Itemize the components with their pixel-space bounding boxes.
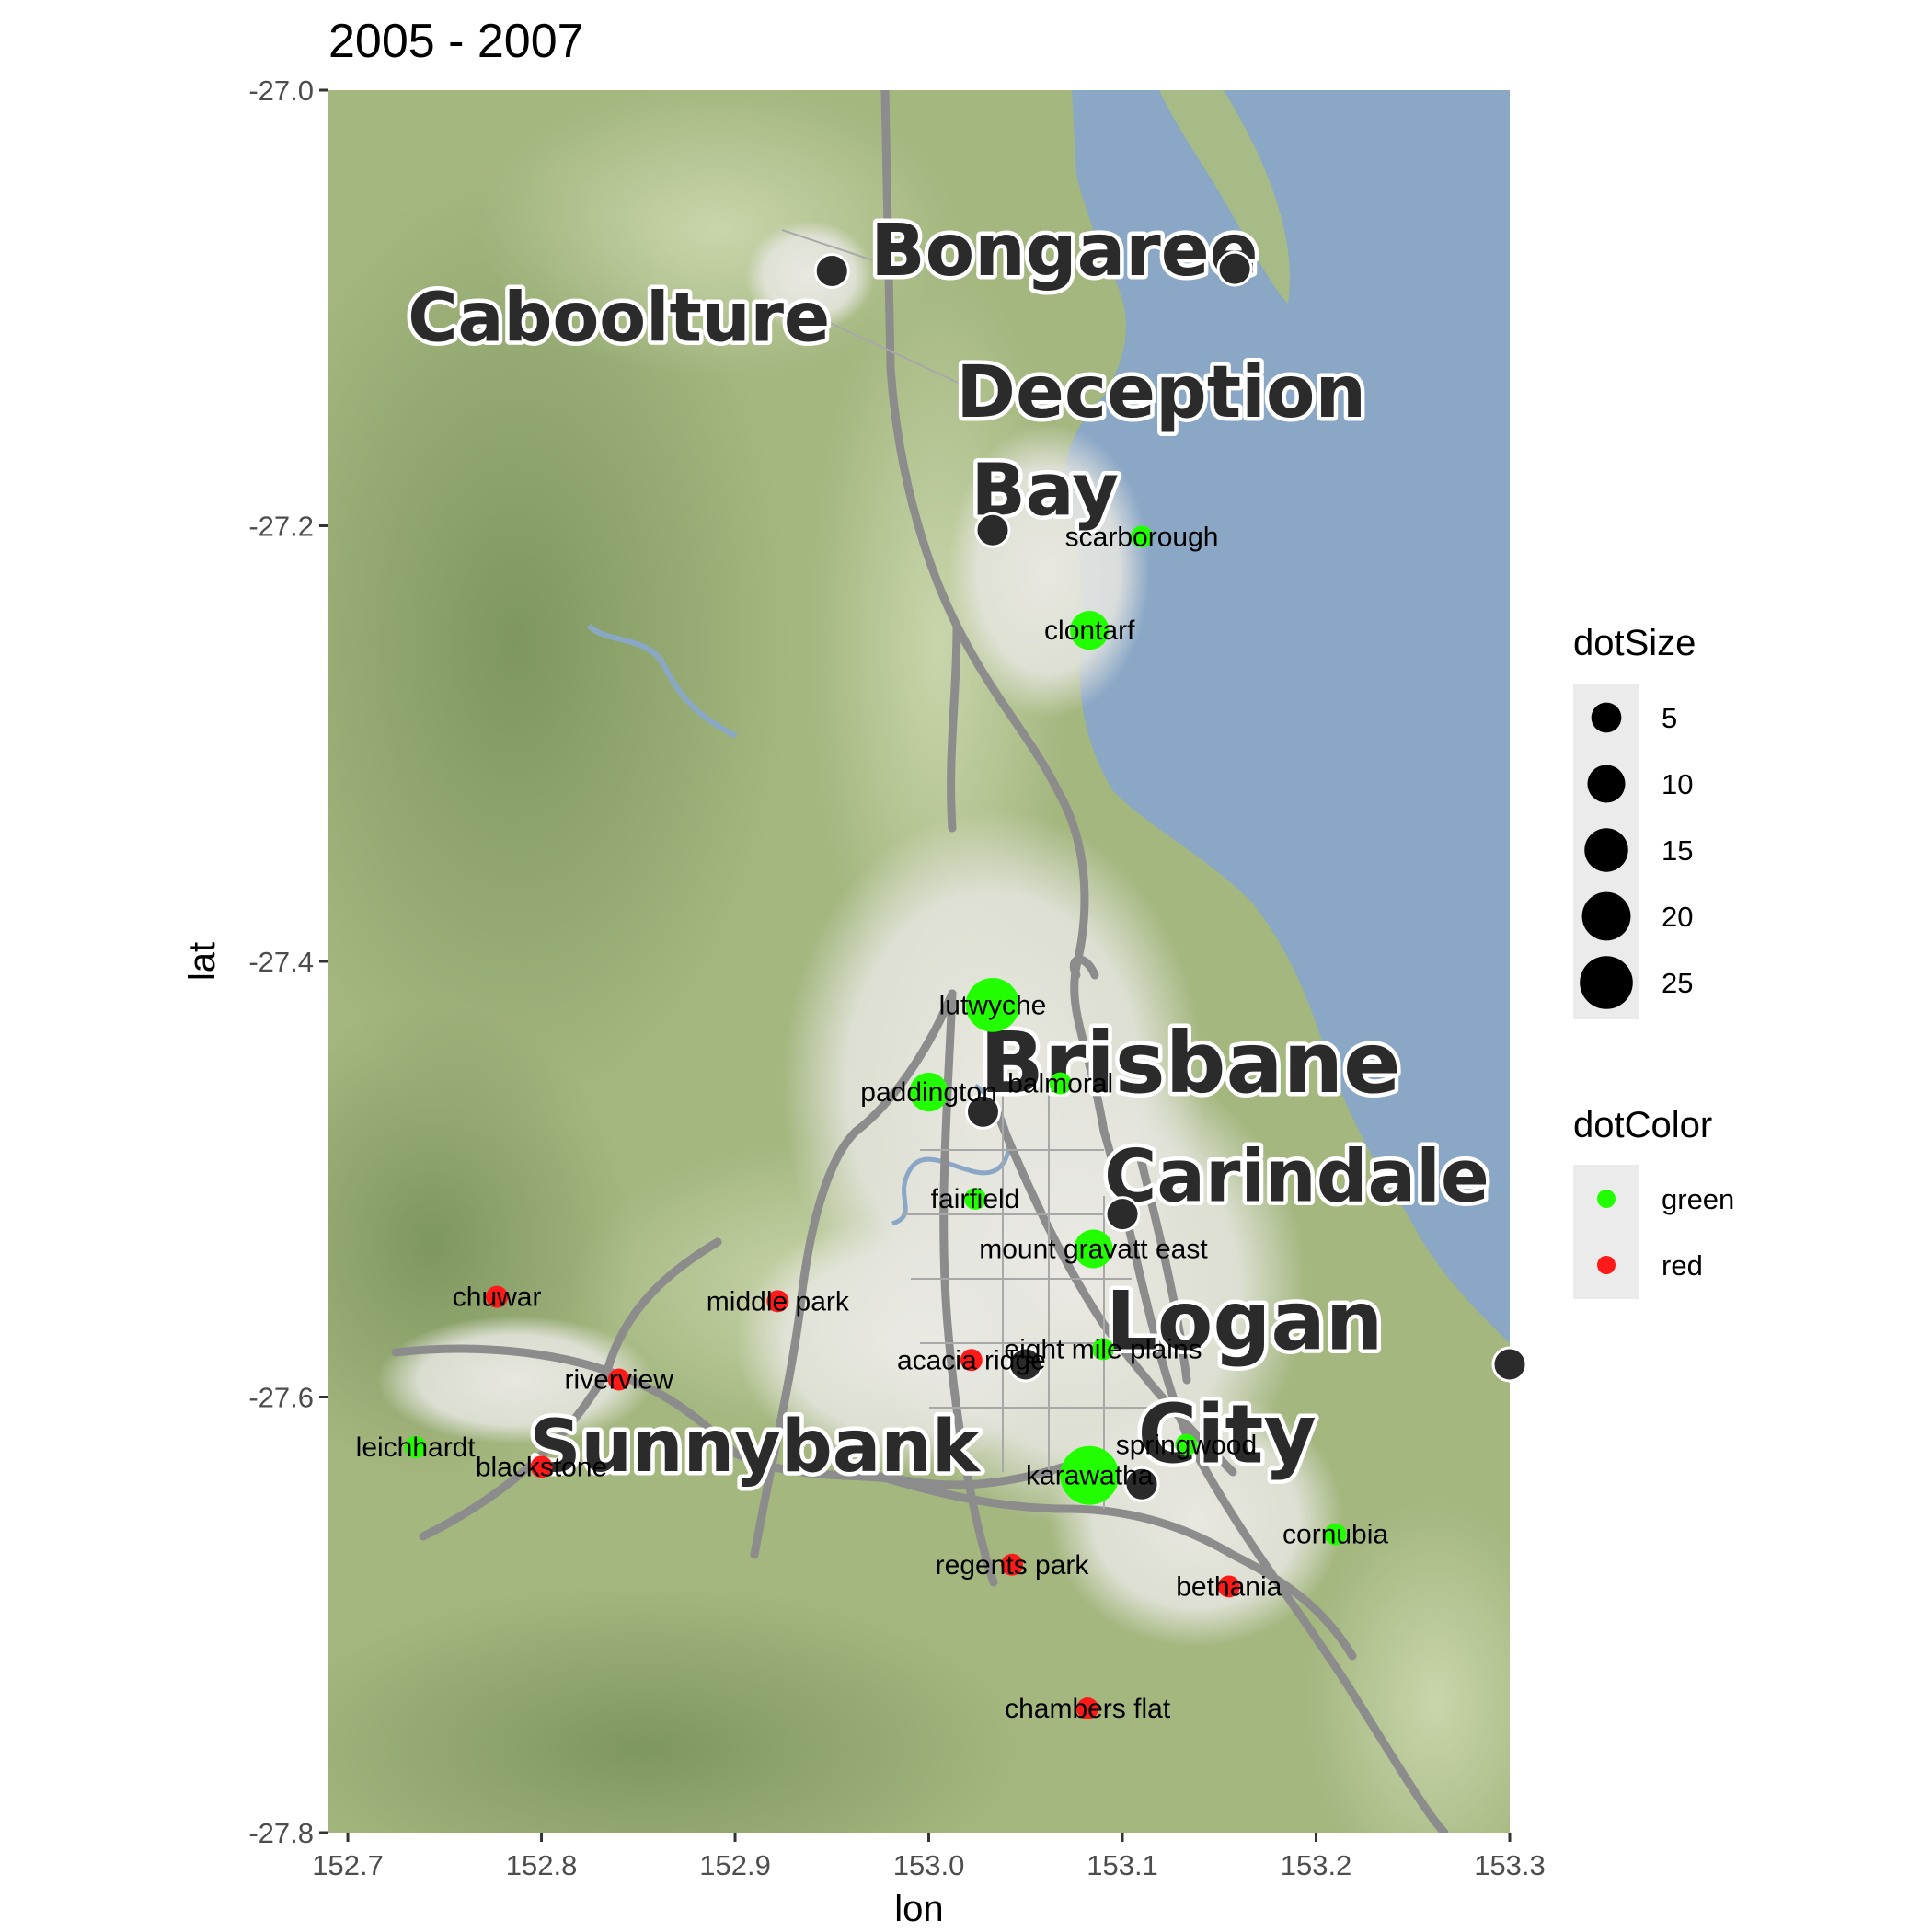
y-axis: -27.0 -27.2 -27.4 -27.6 -27.8 bbox=[248, 75, 328, 1849]
point-eight-mile-plains bbox=[1091, 1338, 1114, 1361]
point-label-karawatha: karawatha bbox=[1026, 1461, 1154, 1491]
point-label-leichhardt: leichhardt bbox=[356, 1432, 477, 1463]
point-regents-park bbox=[1001, 1553, 1024, 1576]
city-marker-0 bbox=[813, 253, 850, 290]
legend-dot-size: dotSize 5 10 15 20 25 bbox=[1573, 623, 1696, 1019]
y-tick-label--27.2: -27.2 bbox=[248, 511, 314, 543]
legend-dot-color: dotColor green red bbox=[1573, 1105, 1734, 1299]
x-tick-label-152.9: 152.9 bbox=[699, 1849, 771, 1881]
point-karawatha bbox=[1060, 1445, 1120, 1505]
x-axis-title: lon bbox=[894, 1889, 943, 1929]
x-axis: 152.7 152.8 152.9 153.0 153.1 153.2 153.3 bbox=[312, 1833, 1546, 1881]
point-label-blackstone: blackstone bbox=[476, 1452, 607, 1482]
point-label-paddington: paddington bbox=[860, 1077, 996, 1108]
legend-color-key-red bbox=[1597, 1256, 1616, 1274]
legend-size-key-5 bbox=[1591, 702, 1622, 733]
point-riverview bbox=[607, 1368, 630, 1391]
legend-size-title: dotSize bbox=[1573, 623, 1696, 663]
chart-title: 2005 - 2007 bbox=[328, 15, 584, 68]
point-clontarf bbox=[1070, 610, 1110, 650]
x-tick-label-153.0: 153.0 bbox=[893, 1849, 965, 1881]
legend-size-label-20: 20 bbox=[1662, 901, 1693, 933]
x-tick-label-152.7: 152.7 bbox=[312, 1849, 384, 1881]
x-tick-label-153.1: 153.1 bbox=[1087, 1849, 1158, 1881]
point-label-riverview: riverview bbox=[565, 1365, 674, 1396]
legend-size-label-5: 5 bbox=[1662, 702, 1677, 734]
legend-size-key-10 bbox=[1587, 765, 1626, 803]
point-label-scarborough: scarborough bbox=[1065, 522, 1219, 552]
map-label-sunnybank: Sunnybank bbox=[529, 1406, 982, 1489]
point-label-bethania: bethania bbox=[1176, 1571, 1282, 1602]
x-tick-label-153.3: 153.3 bbox=[1474, 1849, 1546, 1881]
point-leichhardt bbox=[404, 1435, 427, 1458]
city-marker-6 bbox=[1123, 1466, 1160, 1502]
point-paddington bbox=[909, 1072, 949, 1112]
y-axis-title: lat bbox=[182, 942, 223, 981]
point-label-lutwyche: lutwyche bbox=[939, 990, 1047, 1020]
point-label-clontarf: clontarf bbox=[1044, 615, 1135, 646]
point-lutwyche bbox=[965, 977, 1020, 1032]
point-cornubia bbox=[1324, 1523, 1347, 1546]
y-tick-label--27.6: -27.6 bbox=[248, 1382, 314, 1414]
legend-size-key-25 bbox=[1580, 956, 1633, 1009]
basemap bbox=[328, 90, 1510, 1833]
point-acacia-ridge bbox=[960, 1349, 983, 1372]
map-city-markers bbox=[813, 250, 1528, 1502]
map-label-caboolture: Caboolture bbox=[408, 278, 830, 357]
map-label-city: City bbox=[1138, 1387, 1317, 1482]
data-points bbox=[404, 525, 1347, 1720]
city-marker-1 bbox=[1216, 250, 1253, 287]
map-label-brisbane: Brisbane bbox=[980, 1014, 1401, 1112]
city-marker-7 bbox=[1491, 1346, 1528, 1383]
y-tick-label--27.0: -27.0 bbox=[248, 75, 314, 107]
point-label-springwood: springwood bbox=[1116, 1431, 1257, 1461]
y-tick-label--27.4: -27.4 bbox=[248, 946, 314, 978]
point-label-fairfield: fairfield bbox=[931, 1184, 1020, 1214]
point-chuwar bbox=[486, 1285, 509, 1308]
legend-size-label-10: 10 bbox=[1662, 768, 1693, 800]
map-label-carindale: Carindale bbox=[1104, 1135, 1489, 1218]
point-label-mount-gravatt-east: mount gravatt east bbox=[979, 1235, 1208, 1265]
point-label-eight-mile-plains: eight mile plains bbox=[1004, 1334, 1202, 1364]
map-place-labels: CabooltureBongareeDeceptionBayBrisbaneCa… bbox=[404, 206, 1494, 1493]
point-chambers-flat bbox=[1076, 1697, 1099, 1720]
point-middle-park bbox=[766, 1290, 789, 1313]
point-label-acacia-ridge: acacia ridge bbox=[897, 1345, 1046, 1375]
point-label-chambers-flat: chambers flat bbox=[1005, 1694, 1171, 1724]
city-marker-3 bbox=[964, 1093, 1001, 1130]
point-balmoral bbox=[1049, 1072, 1072, 1095]
x-tick-label-153.2: 153.2 bbox=[1281, 1849, 1352, 1881]
point-fairfield bbox=[964, 1188, 987, 1211]
point-label-middle-park: middle park bbox=[707, 1286, 850, 1317]
legend-color-key-background bbox=[1573, 1165, 1639, 1299]
city-marker-2 bbox=[974, 512, 1011, 548]
y-tick-label--27.8: -27.8 bbox=[248, 1817, 314, 1849]
legend-color-label-red: red bbox=[1662, 1249, 1703, 1282]
point-label-regents-park: regents park bbox=[936, 1550, 1090, 1581]
point-bethania bbox=[1217, 1575, 1240, 1598]
legend-size-key-15 bbox=[1584, 828, 1628, 872]
point-label-balmoral: balmoral bbox=[1007, 1069, 1113, 1099]
city-marker-5 bbox=[1007, 1346, 1044, 1383]
map-label-deception: Deception bbox=[956, 351, 1366, 434]
point-springwood bbox=[1175, 1433, 1198, 1456]
map-label-bongaree: Bongaree bbox=[870, 210, 1258, 293]
point-label-cornubia: cornubia bbox=[1282, 1520, 1388, 1550]
legend-color-key-green bbox=[1597, 1190, 1616, 1208]
data-point-labels: scarborough clontarf lutwyche paddington bal… bbox=[356, 522, 1389, 1724]
legend-size-label-25: 25 bbox=[1662, 967, 1693, 999]
point-mount-gravatt-east bbox=[1074, 1229, 1113, 1269]
x-tick-label-152.8: 152.8 bbox=[506, 1849, 578, 1881]
point-label-chuwar: chuwar bbox=[453, 1282, 542, 1313]
legend-color-title: dotColor bbox=[1573, 1105, 1712, 1145]
legend-color-label-green: green bbox=[1662, 1183, 1734, 1215]
point-scarborough bbox=[1131, 525, 1154, 548]
city-marker-4 bbox=[1104, 1196, 1141, 1233]
map-label-logan: Logan bbox=[1106, 1273, 1384, 1368]
legend-size-key-20 bbox=[1581, 891, 1631, 941]
point-blackstone bbox=[530, 1455, 553, 1478]
legend-size-label-15: 15 bbox=[1662, 834, 1693, 867]
